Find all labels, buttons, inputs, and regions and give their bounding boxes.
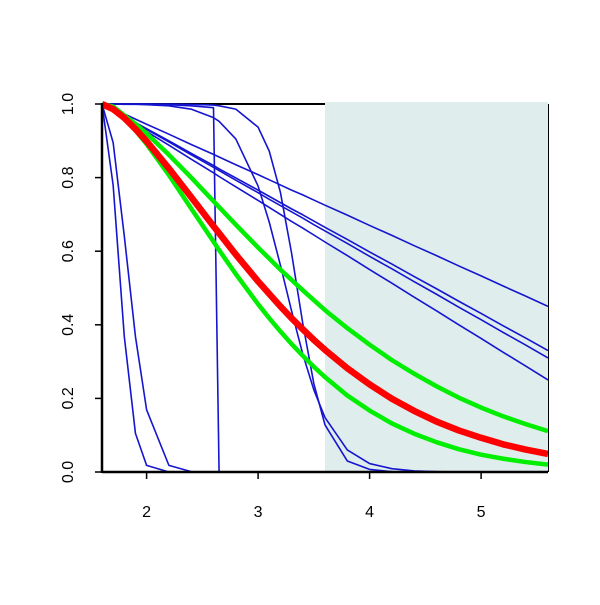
x-tick-label: 5 — [477, 504, 486, 521]
plot-area — [102, 101, 548, 473]
y-tick-label: 0.4 — [60, 314, 77, 336]
y-tick-label: 0.0 — [60, 461, 77, 483]
curve — [102, 103, 548, 308]
curve — [102, 101, 548, 434]
x-tick-label: 3 — [254, 504, 263, 521]
curve — [102, 101, 548, 458]
x-tick-label: 2 — [142, 504, 151, 521]
x-tick-label: 4 — [365, 504, 374, 521]
y-tick-label: 0.2 — [60, 387, 77, 409]
shaded-region — [325, 102, 548, 472]
curve — [102, 103, 548, 359]
y-tick-label: 0.6 — [60, 240, 77, 262]
y-tick-label: 0.8 — [60, 166, 77, 188]
curve — [102, 103, 548, 381]
y-tick-label: 1.0 — [60, 93, 77, 115]
